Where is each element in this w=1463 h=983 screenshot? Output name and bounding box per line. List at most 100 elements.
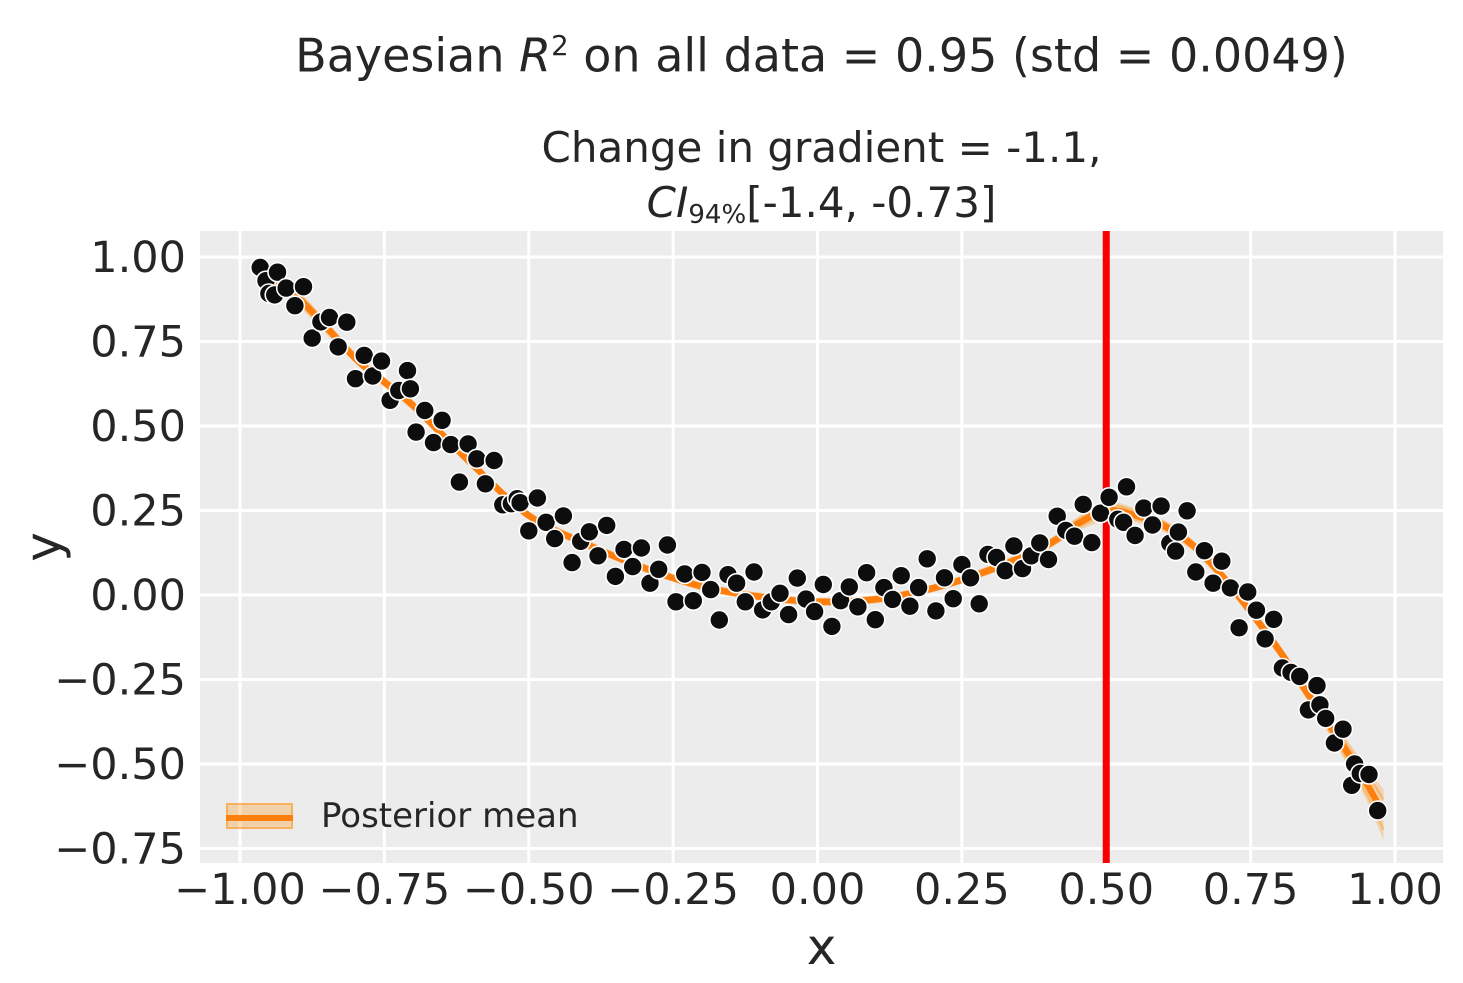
scatter-point [509,492,531,514]
scatter-point [431,409,453,431]
scatter-point [544,528,566,549]
title-math-r: R [519,28,552,83]
scatter-point [734,591,756,613]
scatter-point [397,360,418,381]
scatter-point [527,487,548,509]
scatter-point [1081,532,1103,553]
y-tick-label: 0.00 [90,571,186,621]
x-tick-label: −0.25 [607,865,739,915]
scatter-point [414,400,436,421]
scatter-point [994,560,1016,582]
y-tick-label: 1.00 [90,233,186,283]
scatter-point [838,576,860,598]
subtitle-line2: CI94%[-1.4, -0.73] [200,175,1443,243]
scatter-point [1003,535,1025,557]
x-tick-label: −0.50 [463,865,595,915]
scatter-point [960,567,981,589]
scatter-point [327,336,349,358]
y-tick-label: −0.50 [54,740,186,790]
scatter-point [423,432,444,453]
scatter-point [267,261,288,283]
scatter-point [1367,800,1388,821]
scatter-point [440,434,462,455]
ci-interval: [-1.4, -0.73] [746,178,997,227]
scatter-point [1202,572,1224,594]
scatter-point [475,473,496,495]
title-suffix: on all data = 0.95 (std = 0.0049) [568,28,1348,83]
scatter-point [908,577,929,598]
scatter-point [812,574,834,595]
scatter-point [605,566,626,587]
y-axis-label: y [14,532,72,562]
scatter-point [864,609,886,631]
scatter-point [1358,764,1380,785]
scatter-point [1150,495,1172,517]
scatter-point [968,593,990,615]
x-tick-label: 0.75 [1203,865,1299,915]
scatter-point [449,471,470,493]
scatter-point [856,562,877,584]
scatter-point [1246,599,1267,621]
x-tick-label: 1.00 [1347,865,1443,915]
scatter-point [1185,561,1207,583]
axes-title: Change in gradient = -1.1, CI94%[-1.4, -… [200,120,1443,243]
scatter-point [483,450,505,471]
scatter-point [293,276,314,298]
legend-swatch-band [226,803,293,829]
title-text: Bayesian [295,28,520,83]
scatter-point [319,307,340,328]
scatter-point [553,505,574,527]
scatter-point [284,295,306,317]
scatter-point [1165,540,1186,562]
scatter-point [1332,718,1354,740]
scatter-point [657,534,678,556]
scatter-point [648,558,670,580]
x-tick-label: 0.00 [770,865,866,915]
scatter-point [934,567,955,589]
scatter-point [786,567,808,589]
scatter-point [804,601,825,622]
scatter-point [613,539,635,560]
scatter-point [1228,617,1250,639]
scatter-point [1142,514,1163,536]
scatter-point [1315,708,1336,729]
scatter-point [778,604,799,625]
scatter-point [631,537,652,559]
y-tick-label: 0.75 [90,318,186,368]
scatter-point [1220,577,1241,599]
scatter-point [622,556,644,577]
scatter-point [1168,521,1189,543]
scatter-point [1289,666,1310,687]
y-tick-label: −0.75 [54,825,186,875]
scatter-point [1098,486,1120,508]
scatter-point [691,562,713,583]
x-tick-label: −0.75 [318,865,450,915]
x-tick-label: 0.25 [914,865,1010,915]
scatter-point [353,345,375,366]
scatter-point [1194,540,1215,562]
legend: Posterior mean [226,796,579,836]
scatter-point [371,350,392,372]
scatter-point [708,609,730,631]
scatter-point [847,596,869,618]
x-axis-label: x [806,918,837,976]
scatter-point [579,521,600,543]
plot-background [200,231,1443,863]
scatter-point [1176,500,1198,522]
subtitle-line1: Change in gradient = -1.1, [541,123,1102,172]
scatter-point [336,311,358,333]
scatter-point [1113,511,1134,533]
scatter-point [1116,476,1137,498]
scatter-point [769,582,791,604]
ci-subscript: 94% [688,200,747,230]
scatter-point [899,595,921,617]
scatter-point [1306,675,1328,696]
scatter-point [1263,608,1284,630]
x-tick-label: 0.50 [1058,865,1154,915]
scatter-point [682,590,704,612]
scatter-point [596,515,618,536]
scatter-point [345,368,366,390]
scatter-point [1064,525,1085,547]
